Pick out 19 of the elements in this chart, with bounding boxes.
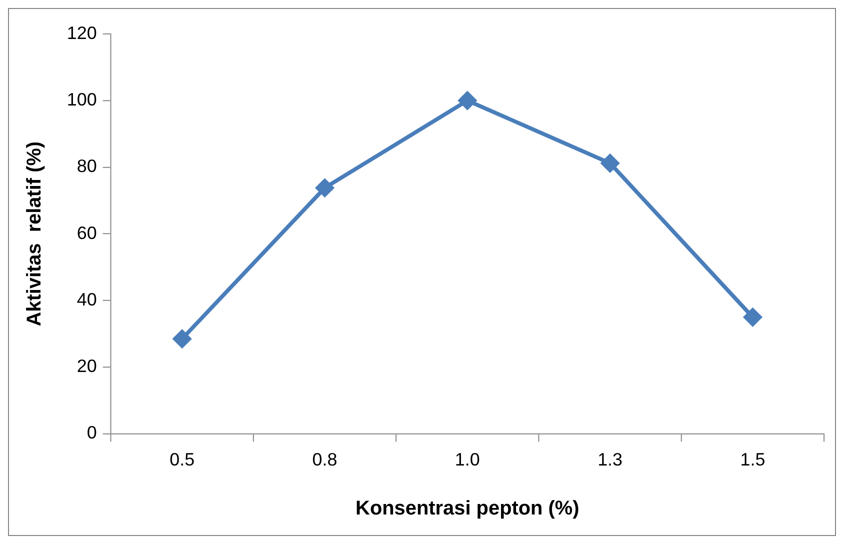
- x-tick-label: 1.5: [740, 449, 766, 470]
- point: [173, 330, 192, 348]
- y-tick-label: 120: [66, 22, 97, 43]
- y-axis-title: Aktivitas relatif (%): [23, 141, 46, 326]
- y-tick-label: 0: [86, 422, 97, 443]
- x-tick-label: 0.8: [312, 449, 338, 470]
- y-tick-label: 40: [76, 289, 97, 310]
- y-tick-label: 60: [76, 222, 97, 243]
- y-tick-label: 20: [76, 356, 97, 376]
- x-axis-title: Konsentrasi pepton (%): [356, 498, 580, 520]
- point: [601, 154, 620, 172]
- y-tick-label: 80: [76, 156, 97, 176]
- x-tick-label: 1.0: [454, 449, 480, 470]
- point: [316, 178, 334, 197]
- y-tick-label: 100: [66, 90, 97, 110]
- x-tick-label: 1.3: [598, 449, 623, 470]
- point: [744, 308, 762, 326]
- point: [458, 92, 476, 110]
- x-tick-label: 0.5: [170, 449, 195, 470]
